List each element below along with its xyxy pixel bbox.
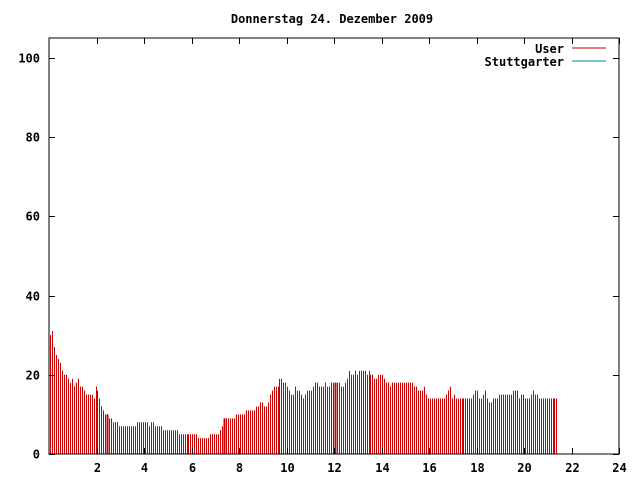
y-tick-label: 0	[33, 448, 40, 462]
legend-label-stuttgarter: Stuttgarter	[485, 55, 564, 69]
legend-label-user: User	[535, 42, 564, 56]
x-tick-label: 8	[236, 461, 243, 475]
emphasis-bars	[106, 382, 337, 454]
x-tick-label: 18	[470, 461, 484, 475]
chart-title: Donnerstag 24. Dezember 2009	[231, 12, 433, 26]
y-tick-label: 60	[26, 210, 40, 224]
x-tick-label: 12	[327, 461, 341, 475]
x-tick-label: 14	[375, 461, 389, 475]
user-bars	[50, 331, 557, 454]
y-tick-label: 20	[26, 369, 40, 383]
legend: User Stuttgarter	[485, 42, 606, 69]
x-tick-label: 20	[517, 461, 531, 475]
x-tick-label: 10	[280, 461, 294, 475]
x-axis: 2 4 6 8 10 12 14 16 18 20 22 24	[94, 38, 627, 475]
y-axis: 0 20 40 60 80 100	[18, 52, 619, 462]
x-tick-label: 2	[94, 461, 101, 475]
y-tick-label: 100	[18, 52, 40, 66]
y-tick-label: 40	[26, 290, 40, 304]
x-tick-label: 22	[565, 461, 579, 475]
y-tick-label: 80	[26, 131, 40, 145]
x-tick-label: 16	[422, 461, 436, 475]
x-tick-label: 24	[612, 461, 626, 475]
x-tick-label: 4	[141, 461, 148, 475]
x-tick-label: 6	[189, 461, 196, 475]
